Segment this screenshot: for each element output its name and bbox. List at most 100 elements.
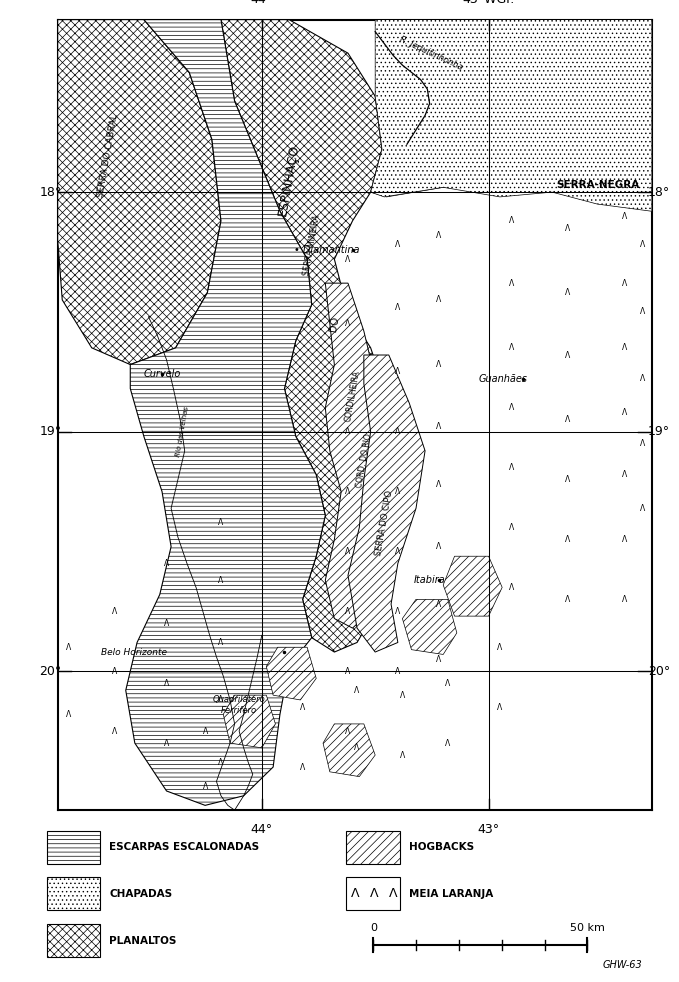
Text: Itabira: Itabira — [414, 575, 445, 585]
Text: Λ: Λ — [395, 427, 401, 436]
Text: Λ: Λ — [640, 374, 646, 383]
Text: 19°: 19° — [648, 425, 670, 438]
Text: Λ: Λ — [436, 480, 441, 489]
Text: Λ: Λ — [346, 427, 350, 436]
Text: Λ: Λ — [509, 583, 514, 592]
Text: Λ: Λ — [219, 695, 223, 704]
Text: Λ: Λ — [622, 535, 627, 544]
Text: Belo Horizonte: Belo Horizonte — [100, 647, 166, 657]
Text: Λ: Λ — [509, 464, 514, 472]
Text: 44°: 44° — [251, 823, 273, 837]
Text: Λ: Λ — [219, 518, 223, 527]
Text: Λ: Λ — [566, 535, 570, 544]
Text: 43°WGr.: 43°WGr. — [462, 0, 515, 7]
Polygon shape — [126, 20, 325, 805]
Text: Λ: Λ — [389, 887, 397, 900]
Text: Λ: Λ — [346, 667, 350, 676]
Text: Λ: Λ — [395, 367, 401, 376]
Text: Quadrilátero
Ferrifero: Quadrilátero Ferrifero — [213, 695, 265, 715]
Text: Λ: Λ — [351, 887, 359, 900]
Bar — [46, 877, 100, 910]
Text: CORDILHEIRA: CORDILHEIRA — [344, 369, 361, 422]
Text: Λ: Λ — [354, 685, 360, 695]
Text: Λ: Λ — [445, 738, 450, 747]
Text: Λ: Λ — [219, 758, 223, 767]
Polygon shape — [221, 20, 386, 652]
Text: Λ: Λ — [622, 211, 627, 221]
Text: Λ: Λ — [445, 679, 450, 687]
Polygon shape — [403, 599, 457, 654]
Text: Λ: Λ — [436, 655, 441, 664]
Text: Λ: Λ — [436, 231, 441, 240]
Text: Λ: Λ — [112, 607, 117, 616]
Bar — [346, 877, 400, 910]
Text: PLANALTOS: PLANALTOS — [109, 936, 177, 946]
Text: Λ: Λ — [395, 547, 401, 556]
Text: Λ: Λ — [400, 690, 405, 699]
Text: CORD. DO RIO: CORD. DO RIO — [354, 433, 373, 488]
Text: 43°: 43° — [477, 823, 500, 837]
Text: 20°: 20° — [648, 665, 670, 678]
Text: SERRA DO CABRAL: SERRA DO CABRAL — [96, 114, 120, 198]
Text: Λ: Λ — [300, 763, 306, 772]
Text: Λ: Λ — [566, 289, 570, 298]
Text: Λ: Λ — [509, 279, 514, 288]
Text: 50 km: 50 km — [570, 923, 605, 934]
Text: Λ: Λ — [164, 619, 169, 627]
Text: HOGBACKS: HOGBACKS — [409, 843, 474, 852]
Text: Λ: Λ — [509, 523, 514, 532]
Text: Λ: Λ — [400, 750, 405, 759]
Text: Λ: Λ — [566, 351, 570, 359]
Polygon shape — [223, 695, 276, 748]
Text: Λ: Λ — [346, 487, 350, 496]
Text: Λ: Λ — [497, 643, 502, 652]
Text: Λ: Λ — [164, 559, 169, 568]
Text: Λ: Λ — [436, 600, 441, 609]
Polygon shape — [323, 724, 375, 777]
Text: Λ: Λ — [509, 216, 514, 225]
Polygon shape — [371, 20, 652, 204]
Text: Λ: Λ — [164, 738, 169, 747]
Polygon shape — [348, 355, 425, 652]
Text: Λ: Λ — [509, 344, 514, 353]
Text: Λ: Λ — [395, 302, 401, 311]
Text: ESCARPAS ESCALONADAS: ESCARPAS ESCALONADAS — [109, 843, 259, 852]
Text: Λ: Λ — [395, 241, 401, 249]
Text: Λ: Λ — [164, 679, 169, 687]
Text: Λ: Λ — [67, 643, 72, 652]
Polygon shape — [266, 647, 316, 700]
Text: Λ: Λ — [67, 710, 72, 719]
Text: Λ: Λ — [640, 504, 646, 513]
Text: Λ: Λ — [622, 595, 627, 604]
Text: DO: DO — [328, 315, 341, 332]
Text: Λ: Λ — [566, 224, 570, 233]
Text: CHAPADAS: CHAPADAS — [109, 889, 172, 899]
Polygon shape — [58, 20, 221, 364]
Text: Λ: Λ — [640, 307, 646, 316]
Text: Λ: Λ — [219, 575, 223, 584]
Text: Λ: Λ — [112, 667, 117, 676]
Text: MEIA LARANJA: MEIA LARANJA — [409, 889, 493, 899]
Text: Λ: Λ — [395, 607, 401, 616]
Text: SERRA MINEIRA: SERRA MINEIRA — [302, 214, 321, 276]
Text: R. Jequitinhonha: R. Jequitinhonha — [398, 35, 464, 73]
Text: Guanhães: Guanhães — [478, 374, 527, 384]
Text: Rio das Velhas: Rio das Velhas — [175, 406, 190, 458]
Text: Λ: Λ — [346, 547, 350, 556]
Polygon shape — [443, 556, 502, 616]
Text: Λ: Λ — [346, 607, 350, 616]
Text: Λ: Λ — [300, 703, 306, 712]
Text: Λ: Λ — [622, 408, 627, 417]
Text: 19°: 19° — [39, 425, 62, 438]
Text: 0: 0 — [370, 923, 377, 934]
Polygon shape — [325, 283, 382, 628]
Text: GHW-63: GHW-63 — [602, 960, 642, 970]
Text: Λ: Λ — [566, 415, 570, 424]
Text: Λ: Λ — [219, 638, 223, 647]
Text: SERRA DO CIPÓ: SERRA DO CIPÓ — [374, 489, 394, 556]
Text: 20°: 20° — [39, 665, 62, 678]
Text: 18°: 18° — [648, 186, 670, 198]
Bar — [346, 831, 400, 863]
Text: 18°: 18° — [39, 186, 62, 198]
Text: • Diamantina: • Diamantina — [294, 245, 359, 254]
